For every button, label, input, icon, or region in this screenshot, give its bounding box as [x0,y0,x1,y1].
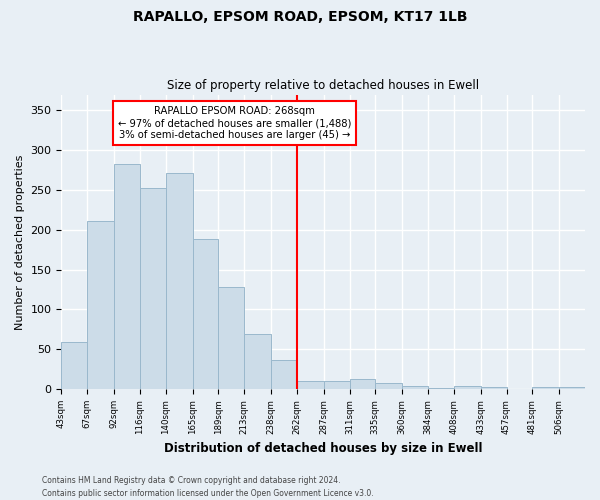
Bar [481,388,506,389]
Bar [559,386,585,389]
Bar [271,360,297,389]
Bar [166,172,193,389]
Bar [193,238,218,389]
Bar [244,334,271,389]
Text: RAPALLO EPSOM ROAD: 268sqm
← 97% of detached houses are smaller (1,488)
3% of se: RAPALLO EPSOM ROAD: 268sqm ← 97% of deta… [118,106,351,140]
Bar [402,386,428,389]
Bar [324,381,350,389]
Bar [376,384,402,389]
Bar [454,386,481,389]
Y-axis label: Number of detached properties: Number of detached properties [15,154,25,330]
Bar [532,386,559,389]
Bar [61,342,87,389]
Bar [428,388,454,389]
Text: RAPALLO, EPSOM ROAD, EPSOM, KT17 1LB: RAPALLO, EPSOM ROAD, EPSOM, KT17 1LB [133,10,467,24]
Bar [350,378,376,389]
Title: Size of property relative to detached houses in Ewell: Size of property relative to detached ho… [167,79,479,92]
Bar [87,221,114,389]
Bar [218,287,244,389]
Bar [297,381,324,389]
Bar [114,164,140,389]
Bar [140,188,166,389]
X-axis label: Distribution of detached houses by size in Ewell: Distribution of detached houses by size … [164,442,482,455]
Text: Contains HM Land Registry data © Crown copyright and database right 2024.
Contai: Contains HM Land Registry data © Crown c… [42,476,374,498]
